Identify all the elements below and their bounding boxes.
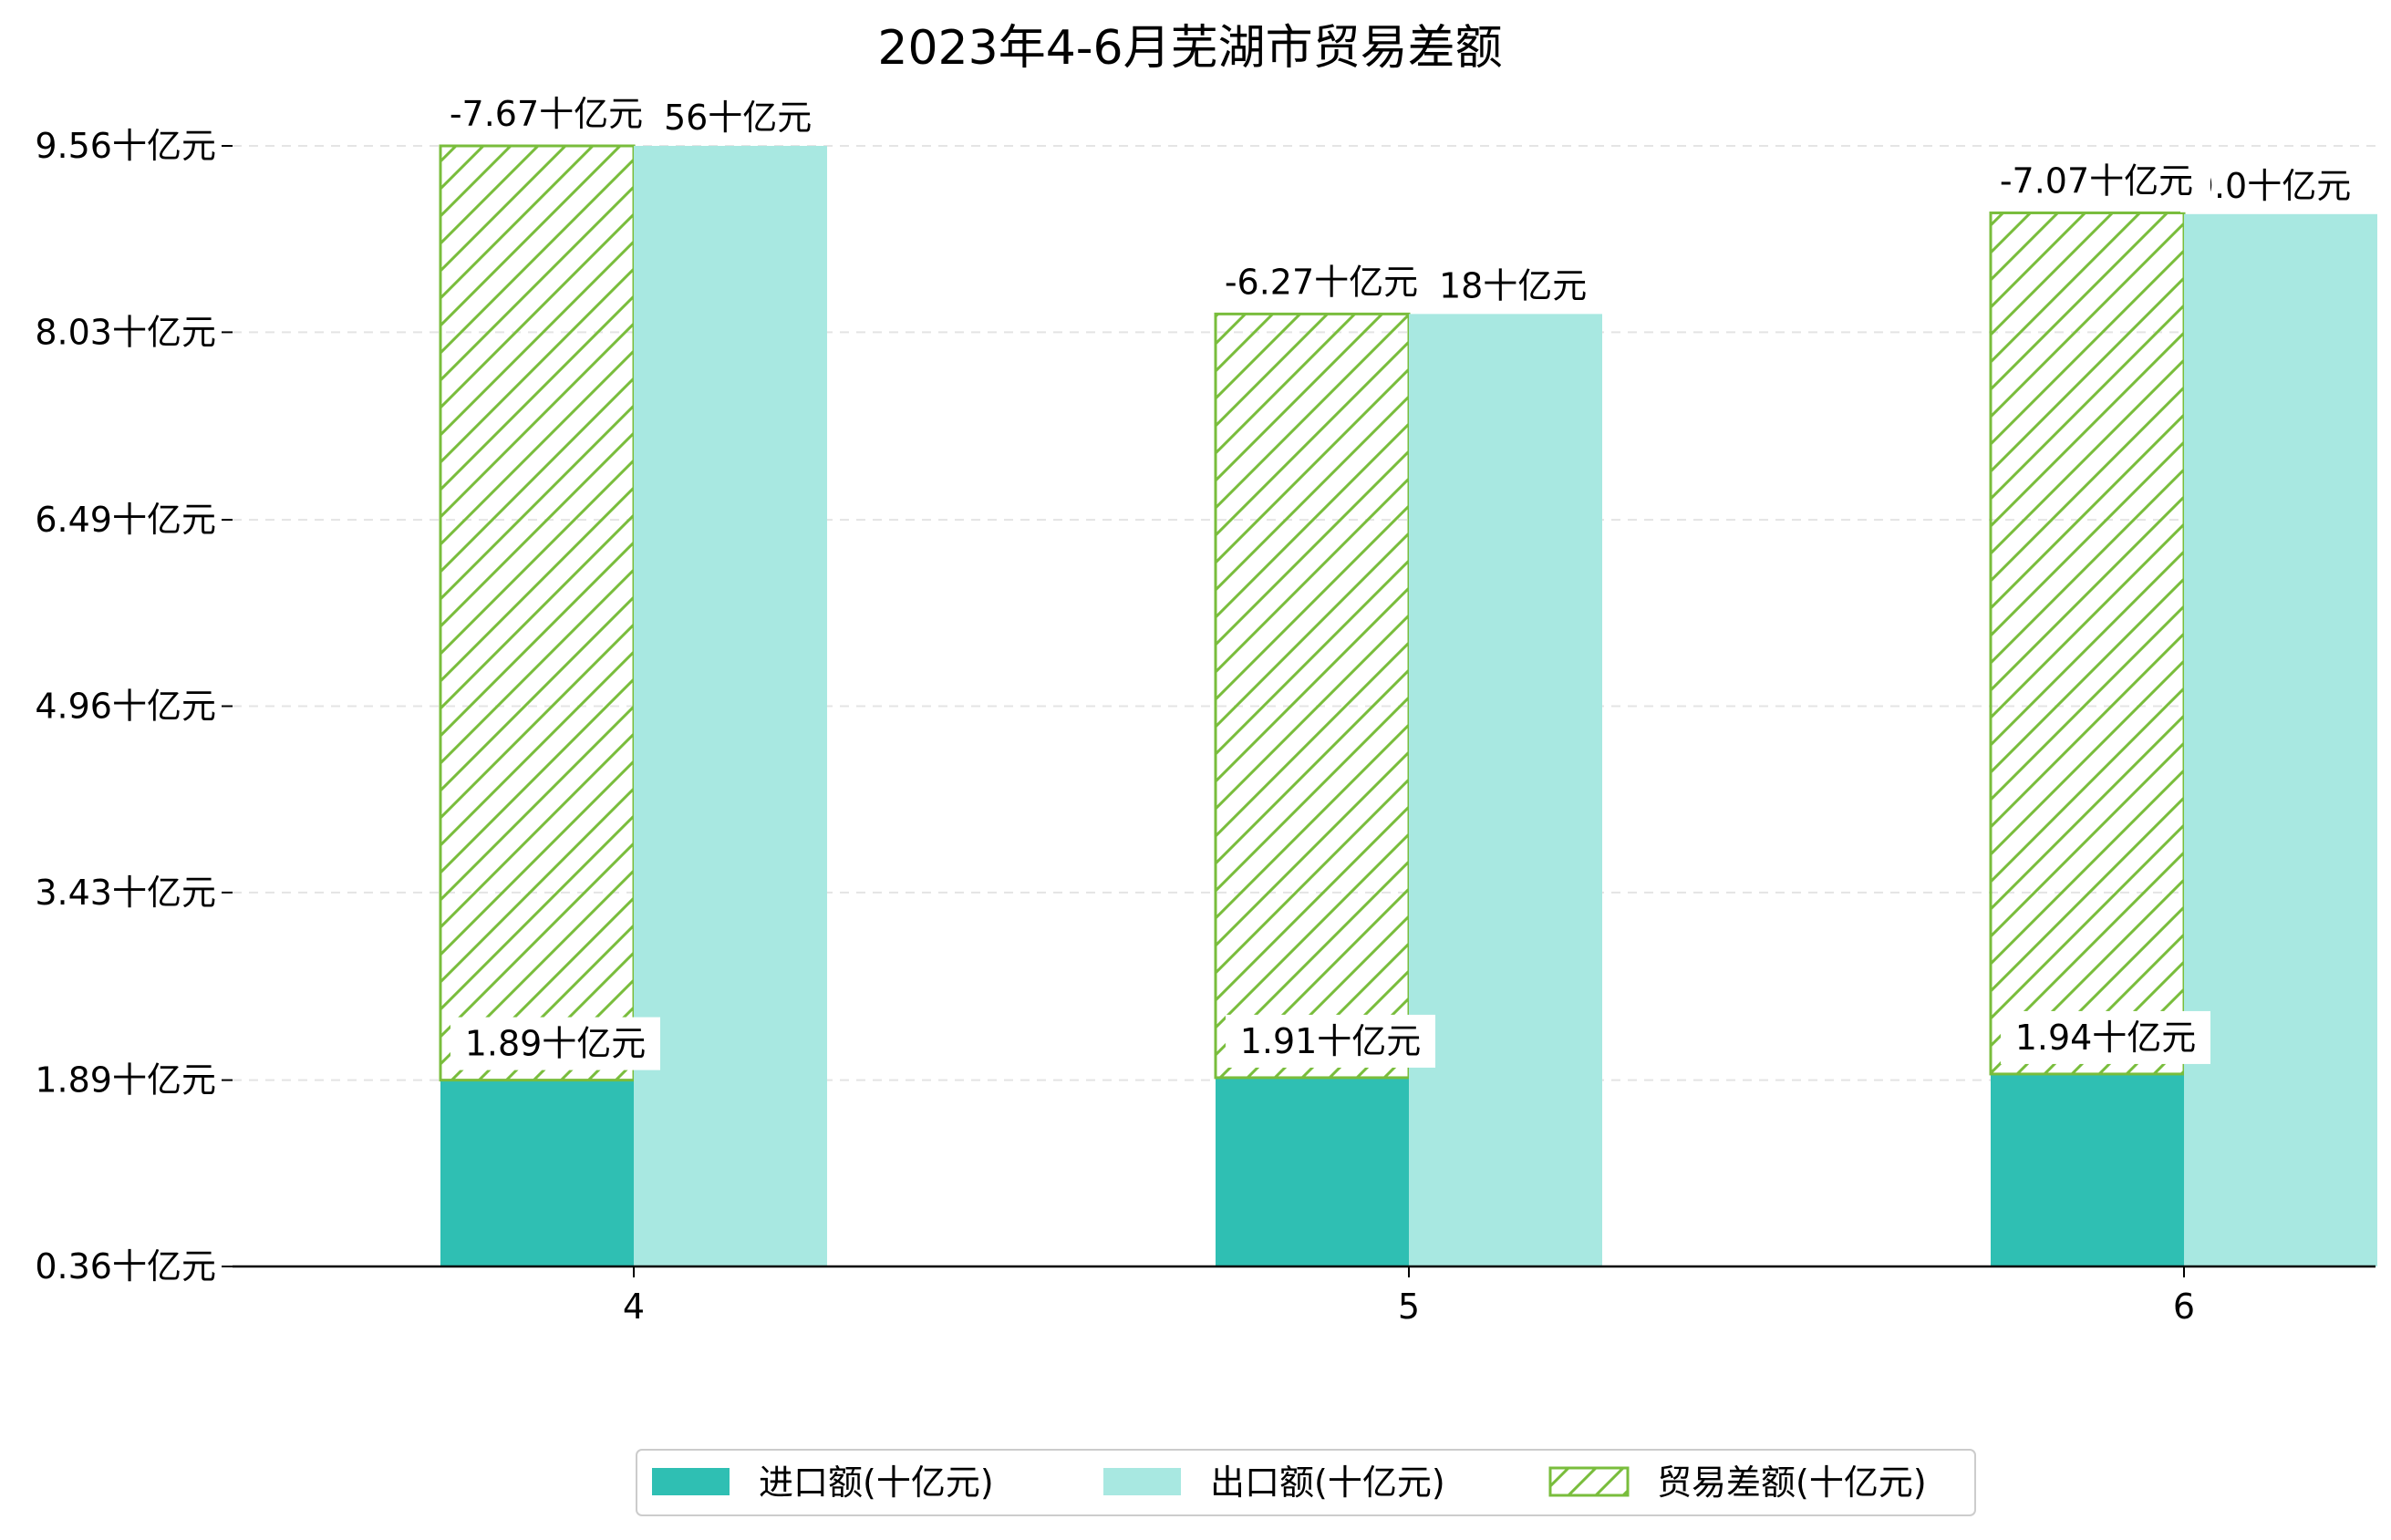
export-value-label-bg (1405, 259, 1588, 313)
balance-value-label: -7.07十亿元 (2000, 160, 2193, 201)
x-tick-label: 6 (2173, 1287, 2195, 1327)
import-value-label: 1.89十亿元 (465, 1024, 647, 1064)
export-bar (1409, 314, 1602, 1267)
y-tick-label: 9.56十亿元 (35, 126, 216, 166)
export-bar (634, 146, 827, 1266)
legend-export-swatch (1103, 1468, 1181, 1495)
export-value-label-bg (630, 91, 813, 144)
y-tick-label: 4.96十亿元 (35, 687, 216, 727)
import-value-label-bg (450, 1017, 660, 1070)
export-bar (2184, 213, 2377, 1266)
import-bar (1216, 1077, 1409, 1266)
balance-value-label-bg (1207, 255, 1435, 309)
y-tick-label: 3.43十亿元 (35, 873, 216, 913)
import-bar (440, 1080, 634, 1266)
export-value-label: 9.0十亿元 (2192, 166, 2351, 206)
chart-title: 2023年4-6月芜湖市贸易差额 (877, 21, 1502, 76)
import-value-label-group: 1.94十亿元 (2001, 1010, 2210, 1064)
balance-bar (1214, 312, 1411, 1080)
legend-import-swatch (652, 1468, 730, 1495)
balance-bar (439, 144, 636, 1082)
y-tick-label: 0.36十亿元 (35, 1246, 216, 1287)
balance-value-label-group: -7.67十亿元 (432, 88, 660, 140)
export-value-label-group: 9.56十亿元 (630, 91, 813, 144)
import-value-label-group: 1.89十亿元 (450, 1017, 660, 1070)
import-value-label-bg (2001, 1010, 2210, 1064)
x-tick-label: 4 (623, 1287, 645, 1327)
data-labels: 9.56十亿元-7.67十亿元 1.89十亿元 8.18十亿元-6.27十亿元 1.9… (432, 88, 2363, 1070)
import-value-label: 1.94十亿元 (2015, 1018, 2197, 1058)
y-tick-label: 8.03十亿元 (35, 312, 216, 352)
legend-balance-swatch (1548, 1466, 1630, 1497)
export-value-label-group: 8.18十亿元 (1405, 259, 1588, 313)
balance-value-label: -7.67十亿元 (450, 94, 643, 134)
export-value-label: 8.18十亿元 (1406, 265, 1588, 305)
balance-bar (1989, 211, 2186, 1076)
export-value-label: 9.56十亿元 (631, 98, 813, 138)
import-bar (1991, 1073, 2184, 1266)
import-value-label-group: 1.91十亿元 (1226, 1014, 1435, 1068)
x-axis: 4 5 6 (233, 1265, 2375, 1327)
y-tick-label: 1.89十亿元 (35, 1060, 216, 1101)
y-tick-label: 6.49十亿元 (35, 500, 216, 540)
export-value-label-bg (2180, 159, 2363, 212)
balance-value-label-bg (432, 88, 660, 140)
import-value-label-bg (1226, 1014, 1435, 1068)
export-value-label-group: 9.0十亿元 (2180, 159, 2363, 212)
x-tick-label: 5 (1398, 1287, 1420, 1327)
import-value-label: 1.91十亿元 (1240, 1021, 1422, 1061)
legend-export-label: 出口额(十亿元) (1210, 1462, 1445, 1503)
y-axis: 0.36十亿元 1.89十亿元 3.43十亿元 4.96十亿元 6.49十亿元 8.03十… (35, 126, 233, 1287)
legend-import-label: 进口额(十亿元) (759, 1462, 994, 1503)
balance-value-label: -6.27十亿元 (1225, 262, 1418, 302)
bars (439, 144, 2377, 1267)
legend: 进口额(十亿元) 出口额(十亿元) 贸易差额(十亿元) (636, 1449, 1976, 1516)
balance-value-label-group: -6.27十亿元 (1207, 255, 1435, 309)
balance-value-label-group: -7.07十亿元 (1982, 154, 2210, 208)
balance-value-label-bg (1982, 154, 2210, 208)
legend-box (636, 1449, 1976, 1516)
legend-balance-label: 贸易差额(十亿元) (1657, 1462, 1927, 1503)
